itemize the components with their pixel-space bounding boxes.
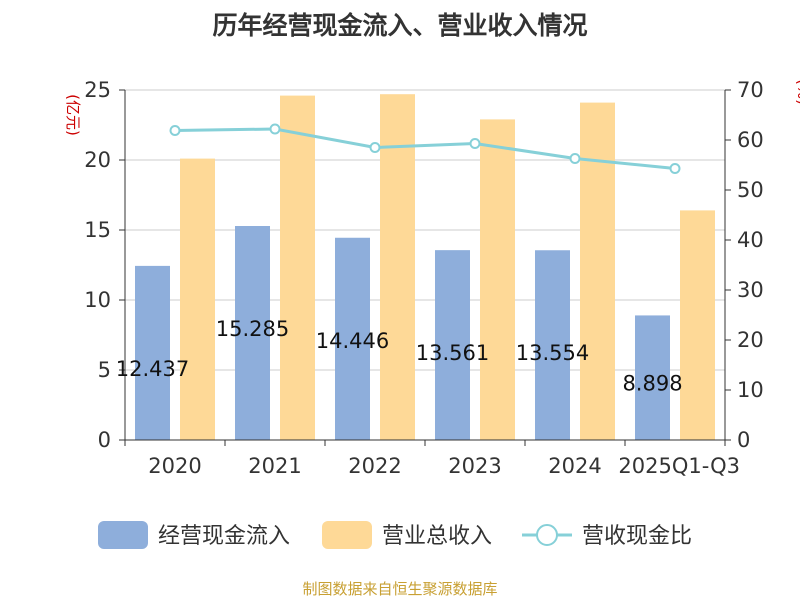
x-tick-label: 2024 [548, 454, 601, 478]
bars [135, 94, 715, 441]
data-label-cash-inflow: 13.561 [416, 341, 489, 365]
data-label-cash-inflow: 8.898 [622, 371, 682, 395]
x-tick-label: 2022 [348, 454, 401, 478]
ratio-line-point [469, 138, 481, 149]
y-right-tick-label: 20 [737, 328, 764, 352]
legend-label: 经营现金流入 [158, 524, 290, 549]
x-tick-label: 2021 [248, 454, 301, 478]
y-left-tick-label: 10 [84, 288, 111, 312]
legend-swatch [322, 521, 372, 549]
ratio-line-point [569, 153, 581, 164]
legend-swatch [98, 521, 148, 549]
y-left-tick-label: 5 [98, 358, 111, 382]
x-tick-label: 2020 [148, 454, 201, 478]
y-right-tick-label: 0 [737, 428, 750, 452]
bar-cash-inflow [235, 226, 270, 440]
bar-revenue [580, 102, 615, 440]
data-label-cash-inflow: 15.285 [216, 317, 289, 341]
bar-revenue [680, 210, 715, 440]
data-labels: 12.437 15.285 14.446 13.561 13.554 8.898 [116, 317, 683, 395]
y-left-tick-label: 15 [84, 218, 111, 242]
ratio-line-point [169, 125, 181, 136]
y-left-unit-label: (亿元) [64, 94, 82, 136]
y-right-tick-label: 40 [737, 228, 764, 252]
legend: 经营现金流入 营业总收入 营收现金比 [98, 521, 692, 549]
chart-title: 历年经营现金流入、营业收入情况 [212, 11, 588, 40]
bar-revenue [480, 119, 515, 441]
bar-cash-inflow [535, 250, 570, 440]
bar-revenue [280, 95, 315, 440]
bar-cash-inflow [435, 250, 470, 440]
axes: 0 5 10 15 20 25 0 10 20 30 40 50 60 70 2020 2021 2022 202… [64, 78, 800, 478]
y-left-tick-label: 20 [84, 148, 111, 172]
y-right-tick-label: 60 [737, 128, 764, 152]
y-left-tick-label: 0 [98, 428, 111, 452]
y-right-tick-label: 50 [737, 178, 764, 202]
legend-label: 营业总收入 [382, 524, 492, 549]
y-right-tick-label: 70 [737, 78, 764, 102]
source-footer: 制图数据来自恒生聚源数据库 [302, 580, 498, 598]
data-label-cash-inflow: 13.554 [516, 341, 589, 365]
grid-lines [125, 89, 725, 371]
x-tick-label: 2025Q1-Q3 [618, 454, 740, 478]
bar-revenue [380, 94, 415, 440]
legend-marker [536, 524, 558, 546]
bar-cash-inflow [635, 315, 670, 440]
ratio-line [169, 123, 681, 174]
y-right-unit-label: (%) [794, 79, 800, 105]
data-label-cash-inflow: 14.446 [316, 329, 389, 353]
bar-cash-inflow [335, 237, 370, 440]
data-label-cash-inflow: 12.437 [116, 357, 189, 381]
y-right-tick-label: 30 [737, 278, 764, 302]
x-tick-label: 2023 [448, 454, 501, 478]
ratio-line-point [269, 123, 281, 135]
y-left-tick-label: 25 [84, 78, 111, 102]
legend-label: 营收现金比 [582, 524, 692, 549]
bar-cash-inflow [135, 265, 170, 440]
y-right-tick-label: 10 [737, 378, 764, 402]
ratio-line-path [174, 127, 676, 170]
bar-revenue [180, 158, 215, 440]
ratio-line-point [669, 163, 681, 174]
ratio-line-point [369, 142, 381, 153]
